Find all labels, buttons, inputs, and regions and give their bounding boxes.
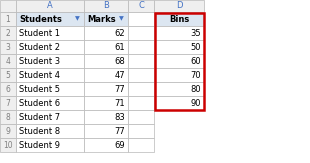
Text: B: B [103, 1, 109, 10]
Text: C: C [138, 1, 144, 10]
Bar [128, 96, 154, 110]
Text: Marks: Marks [87, 15, 116, 23]
Bar [84, 26, 128, 40]
Text: 61: 61 [114, 43, 125, 52]
Bar [0, 40, 16, 54]
Text: 35: 35 [190, 29, 201, 37]
Text: 60: 60 [190, 57, 201, 66]
Bar [16, 40, 84, 54]
Bar [16, 12, 84, 26]
Text: Student 1: Student 1 [19, 29, 60, 37]
Bar [84, 138, 128, 152]
Bar [16, 0, 84, 12]
Bar [16, 68, 84, 82]
Text: Bins: Bins [169, 15, 189, 23]
Text: 77: 77 [114, 84, 125, 94]
Bar [128, 54, 154, 68]
Text: 70: 70 [190, 71, 201, 80]
Bar [84, 68, 128, 82]
Text: Student 6: Student 6 [19, 98, 60, 108]
Text: 3: 3 [6, 43, 11, 52]
Bar [0, 54, 16, 68]
Text: A: A [47, 1, 53, 10]
Bar [128, 110, 154, 124]
Bar [128, 26, 154, 40]
Bar [16, 54, 84, 68]
Text: 71: 71 [114, 98, 125, 108]
Bar [16, 82, 84, 96]
Bar [154, 82, 204, 96]
Text: 80: 80 [190, 84, 201, 94]
Bar [16, 138, 84, 152]
Text: Student 4: Student 4 [19, 71, 60, 80]
Text: 68: 68 [114, 57, 125, 66]
Bar [128, 0, 154, 12]
Bar [128, 124, 154, 138]
Bar [84, 0, 128, 12]
Bar [0, 138, 16, 152]
Bar [0, 96, 16, 110]
Bar [128, 82, 154, 96]
Bar [154, 0, 204, 12]
Text: 50: 50 [191, 43, 201, 52]
Bar [84, 124, 128, 138]
Bar [16, 96, 84, 110]
Text: 8: 8 [6, 112, 10, 121]
Bar [84, 82, 128, 96]
Text: Student 5: Student 5 [19, 84, 60, 94]
Text: 10: 10 [3, 141, 13, 149]
Bar [128, 138, 154, 152]
Bar [154, 13, 203, 110]
Text: Students: Students [19, 15, 62, 23]
Text: ▼: ▼ [75, 16, 79, 22]
Text: Student 7: Student 7 [19, 112, 60, 121]
Text: ▼: ▼ [119, 16, 123, 22]
Text: 4: 4 [6, 57, 11, 66]
Text: 6: 6 [6, 84, 11, 94]
Bar [84, 54, 128, 68]
Text: D: D [176, 1, 182, 10]
Bar [0, 26, 16, 40]
Bar [84, 12, 128, 26]
Bar [154, 68, 204, 82]
Text: 7: 7 [6, 98, 11, 108]
Bar [0, 0, 16, 12]
Text: 90: 90 [191, 98, 201, 108]
Bar [154, 54, 204, 68]
Text: 9: 9 [6, 126, 11, 135]
Bar [84, 110, 128, 124]
Bar [128, 40, 154, 54]
Bar [128, 12, 154, 26]
Text: 2: 2 [6, 29, 10, 37]
Text: 5: 5 [6, 71, 11, 80]
Text: 47: 47 [114, 71, 125, 80]
Bar [154, 12, 204, 26]
Text: Student 2: Student 2 [19, 43, 60, 52]
Bar [16, 110, 84, 124]
Bar [16, 26, 84, 40]
Bar [0, 68, 16, 82]
Text: 77: 77 [114, 126, 125, 135]
Text: 1: 1 [6, 15, 10, 23]
Text: Student 3: Student 3 [19, 57, 60, 66]
Bar [0, 82, 16, 96]
Bar [0, 110, 16, 124]
Text: 62: 62 [114, 29, 125, 37]
Bar [84, 96, 128, 110]
Bar [84, 40, 128, 54]
Bar [0, 124, 16, 138]
Text: Student 8: Student 8 [19, 126, 60, 135]
Bar [154, 26, 204, 40]
Text: 69: 69 [114, 141, 125, 149]
Text: Student 9: Student 9 [19, 141, 60, 149]
Bar [154, 40, 204, 54]
Bar [128, 68, 154, 82]
Bar [154, 96, 204, 110]
Bar [0, 12, 16, 26]
Bar [16, 124, 84, 138]
Text: 83: 83 [114, 112, 125, 121]
